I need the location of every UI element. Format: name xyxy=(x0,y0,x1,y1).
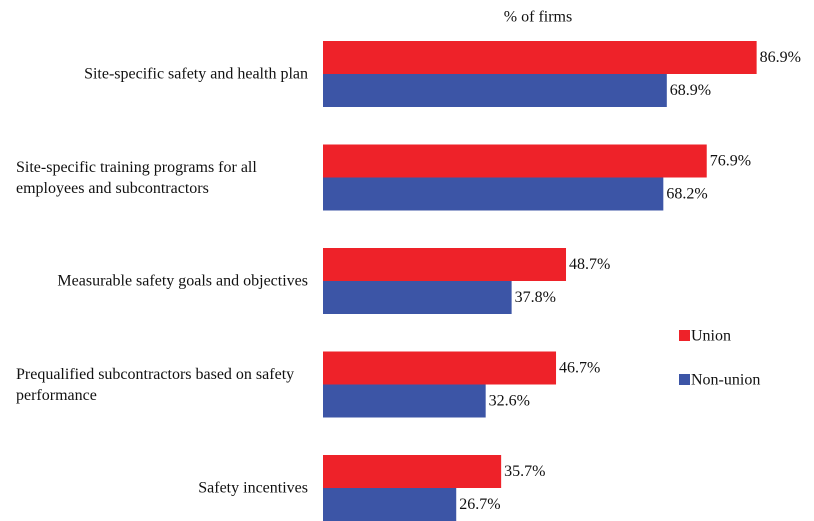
value-label: 76.9% xyxy=(710,153,751,170)
bar xyxy=(323,455,502,488)
bar xyxy=(323,351,557,385)
bar xyxy=(323,488,457,521)
chart-title: % of firms xyxy=(504,9,572,26)
category-label: Site-specific training programs for all … xyxy=(8,157,308,199)
value-label: 32.6% xyxy=(489,393,530,410)
value-label: 26.7% xyxy=(459,496,500,513)
legend-swatch xyxy=(679,330,690,341)
legend-label: Non-union xyxy=(691,372,760,389)
bar xyxy=(323,177,664,211)
value-label: 35.7% xyxy=(504,463,545,480)
value-label: 37.8% xyxy=(515,289,556,306)
bar xyxy=(323,248,567,281)
category-text: Safety incentives xyxy=(198,479,308,497)
bar xyxy=(323,281,512,314)
category-text: Prequalified subcontractors based on saf… xyxy=(16,365,295,404)
bar xyxy=(323,384,486,418)
category-label: Site-specific safety and health plan xyxy=(8,64,308,85)
category-text: Measurable safety goals and objectives xyxy=(57,272,308,290)
bar xyxy=(323,144,707,178)
category-text: Site-specific safety and health plan xyxy=(84,65,308,83)
category-label: Safety incentives xyxy=(8,478,308,499)
value-label: 48.7% xyxy=(569,256,610,273)
legend-swatch xyxy=(679,374,690,385)
value-label: 46.7% xyxy=(559,360,600,377)
category-label: Measurable safety goals and objectives xyxy=(8,271,308,292)
category-label: Prequalified subcontractors based on saf… xyxy=(8,364,308,406)
legend-label: Union xyxy=(691,328,731,345)
value-label: 68.2% xyxy=(666,186,707,203)
value-label: 68.9% xyxy=(670,82,711,99)
value-label: 86.9% xyxy=(760,49,801,66)
bar xyxy=(323,74,667,107)
category-text: Site-specific training programs for all … xyxy=(16,158,257,197)
bar xyxy=(323,41,757,74)
